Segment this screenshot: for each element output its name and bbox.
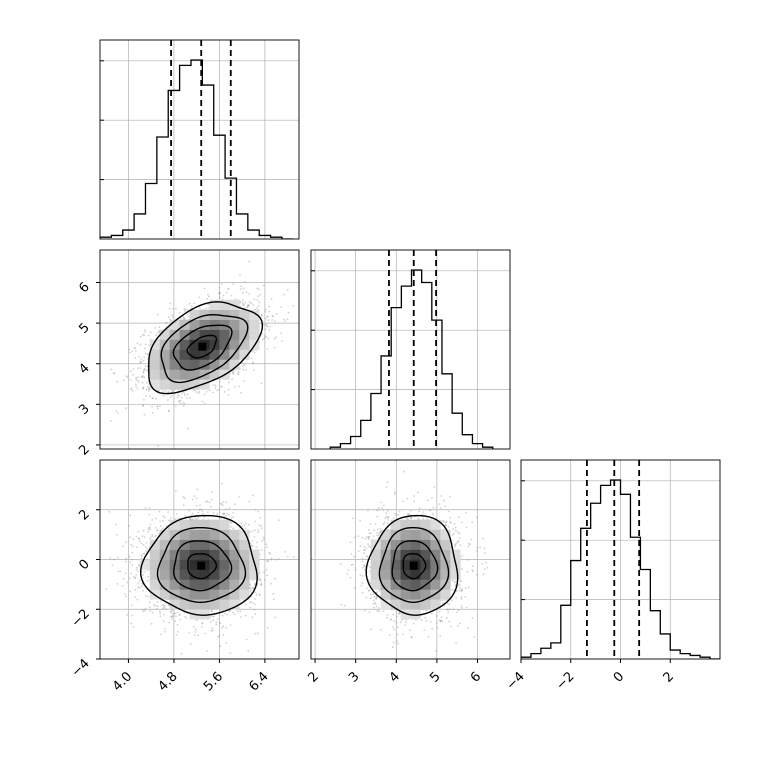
histogram-bar bbox=[371, 394, 381, 449]
x-tick-label: 4.8 bbox=[156, 669, 181, 694]
density-peak bbox=[198, 342, 207, 351]
histogram-bar bbox=[660, 634, 670, 659]
histogram-bar bbox=[340, 444, 350, 449]
histogram-bar bbox=[531, 654, 541, 659]
histogram-bar bbox=[462, 435, 472, 449]
panel-plot-area bbox=[521, 460, 720, 659]
histogram-bar bbox=[452, 413, 462, 449]
x-tick-label: 2 bbox=[305, 669, 321, 685]
x-tick-label: 4.0 bbox=[110, 669, 135, 694]
histogram-bar bbox=[111, 235, 122, 239]
x-tick-label: 4 bbox=[387, 669, 403, 685]
y-tick-label: 3 bbox=[76, 402, 92, 418]
histogram-bar bbox=[145, 184, 156, 239]
panel-plot-area bbox=[100, 250, 299, 449]
contour-line bbox=[156, 527, 247, 604]
histogram-bar bbox=[680, 654, 690, 659]
y-tick-label: 6 bbox=[76, 280, 92, 296]
contour-line bbox=[148, 301, 264, 395]
panels-layer: 4.0 4.8 5.6 6.4 2 3 4 5 6 −4 −2 0 2 2 3 4 5 6 −4 −2 0 2 bbox=[69, 39, 721, 694]
histogram-bar bbox=[561, 605, 571, 659]
histogram-bar bbox=[541, 648, 551, 659]
x-tick-label: −2 bbox=[553, 669, 577, 693]
histogram-bar bbox=[601, 485, 611, 659]
histogram-bar bbox=[168, 90, 179, 239]
histogram-bar bbox=[581, 528, 591, 659]
histogram-bar bbox=[391, 308, 401, 449]
x-tick-label: −4 bbox=[504, 669, 528, 693]
histogram-bar bbox=[670, 650, 680, 659]
y-tick-label: 4 bbox=[76, 361, 92, 377]
x-tick-label: 0 bbox=[611, 669, 627, 685]
x-tick-label: 2 bbox=[661, 669, 677, 685]
histogram-bar bbox=[248, 230, 259, 239]
histogram-bar bbox=[472, 444, 482, 449]
contour-line bbox=[402, 553, 427, 580]
x-tick-label: 5 bbox=[427, 669, 443, 685]
contour-line bbox=[139, 514, 258, 616]
contour-line bbox=[391, 540, 439, 592]
histogram-bar bbox=[401, 286, 411, 449]
histogram-bar bbox=[640, 570, 650, 660]
contour-line bbox=[365, 514, 459, 616]
x-tick-label: 3 bbox=[346, 669, 362, 685]
histogram-bar bbox=[225, 178, 236, 239]
histogram-bar bbox=[690, 655, 700, 659]
histogram-bar bbox=[202, 85, 213, 239]
panel-hist-p3 bbox=[520, 459, 721, 660]
y-tick-label: −2 bbox=[69, 606, 93, 630]
panel-scatter-p1-p2 bbox=[99, 249, 300, 450]
y-tick-label: 2 bbox=[76, 442, 92, 458]
histogram-bar bbox=[134, 214, 145, 239]
histogram-step bbox=[521, 479, 720, 659]
panel-scatter-p1-p3 bbox=[99, 459, 300, 660]
histogram-step bbox=[329, 269, 494, 449]
x-tick-label: 6 bbox=[468, 669, 484, 685]
y-tick-label: 5 bbox=[76, 320, 92, 336]
histogram-bar bbox=[442, 374, 452, 449]
histogram-bar bbox=[180, 65, 191, 239]
density-peak bbox=[197, 561, 206, 570]
histogram-bar bbox=[259, 235, 270, 239]
panel-plot-area bbox=[100, 40, 299, 239]
panel-frame bbox=[310, 249, 511, 450]
contour-line bbox=[187, 553, 218, 580]
panel-scatter-p2-p3 bbox=[310, 459, 511, 660]
panel-hist-p1 bbox=[99, 39, 300, 240]
histogram-bar bbox=[422, 283, 432, 449]
histogram-bar bbox=[351, 436, 361, 449]
y-tick-label: 0 bbox=[76, 557, 92, 573]
histogram-bar bbox=[611, 480, 621, 659]
histogram-bar bbox=[621, 494, 631, 659]
histogram-bar bbox=[650, 611, 660, 659]
histogram-bar bbox=[123, 230, 134, 239]
histogram-bar bbox=[571, 561, 581, 659]
contour-line bbox=[186, 334, 218, 359]
panel-frame bbox=[99, 249, 300, 450]
x-tick-label: 5.6 bbox=[201, 669, 226, 694]
contour-line bbox=[172, 324, 233, 371]
panel-hist-p2 bbox=[310, 249, 511, 450]
x-tick-label: 6.4 bbox=[246, 669, 271, 694]
histogram-bar bbox=[157, 137, 168, 239]
panel-plot-area bbox=[100, 460, 299, 659]
contour-line bbox=[172, 540, 233, 592]
histogram-bar bbox=[236, 214, 247, 239]
panel-frame bbox=[99, 39, 300, 240]
panel-plot-area bbox=[311, 460, 510, 659]
histogram-bar bbox=[214, 135, 225, 239]
contour-line bbox=[378, 527, 450, 604]
histogram-bar bbox=[361, 420, 371, 449]
histogram-step bbox=[100, 59, 294, 239]
contour-line bbox=[160, 313, 249, 384]
panel-frame bbox=[310, 459, 511, 660]
histogram-bar bbox=[551, 643, 561, 659]
panel-plot-area bbox=[311, 250, 510, 449]
density-peak bbox=[409, 561, 418, 570]
y-tick-label: −4 bbox=[69, 656, 93, 680]
y-tick-label: 2 bbox=[76, 507, 92, 523]
histogram-bar bbox=[591, 503, 601, 659]
